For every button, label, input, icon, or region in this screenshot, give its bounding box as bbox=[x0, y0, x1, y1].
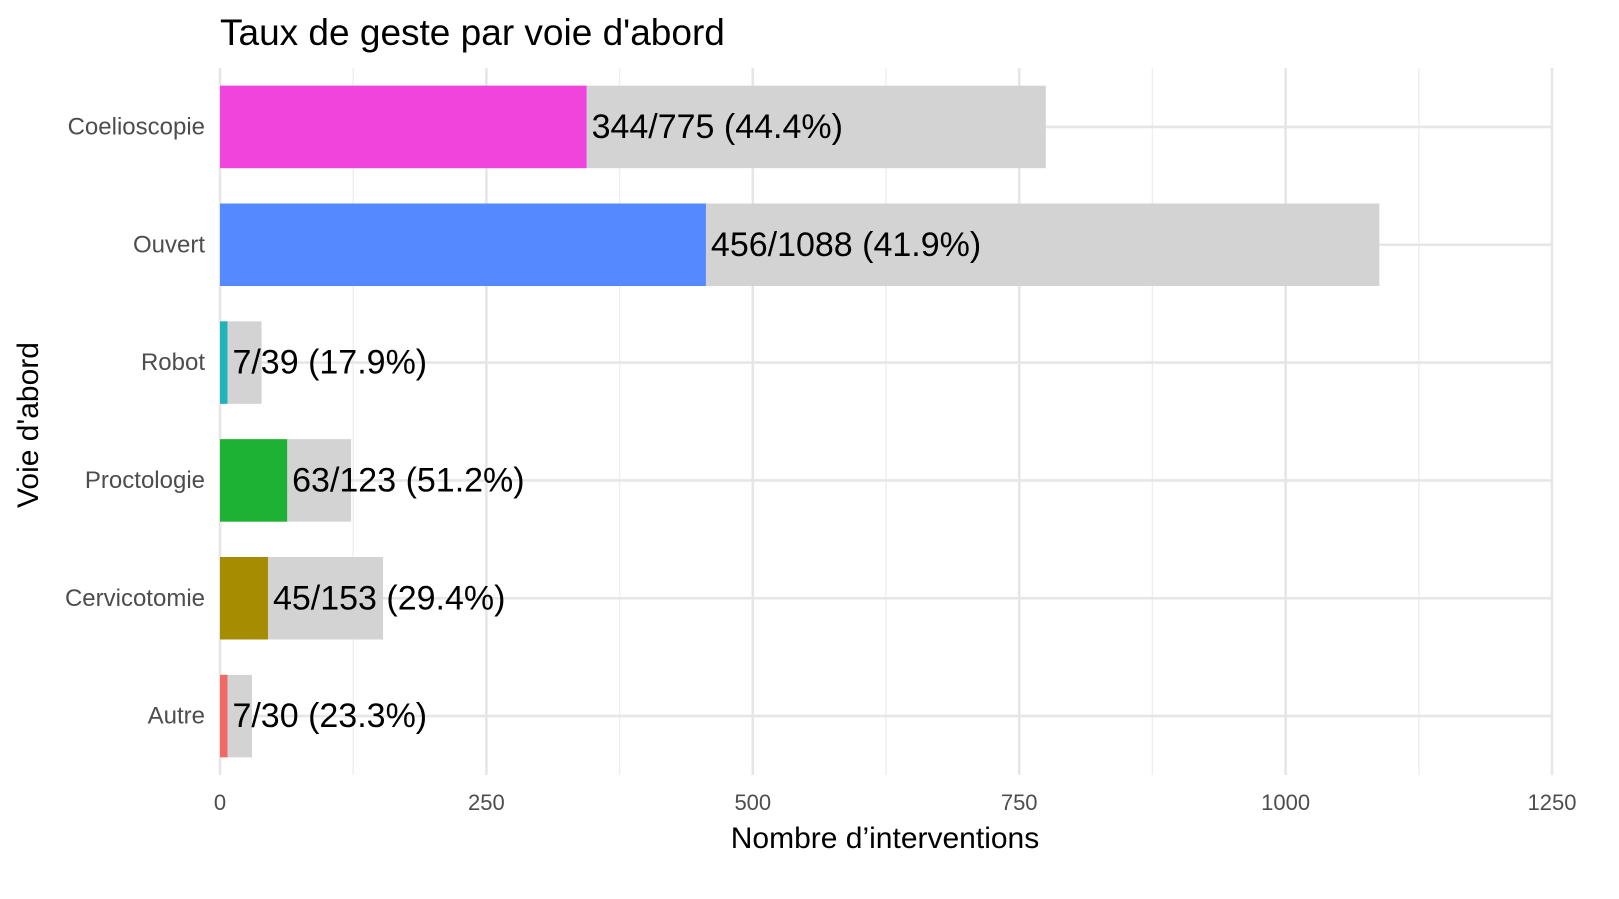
x-tick-label: 750 bbox=[1001, 790, 1038, 815]
x-axis-title: Nombre d’interventions bbox=[731, 822, 1039, 855]
x-tick-labels: 0 250 500 750 1000 1250 bbox=[214, 790, 1577, 815]
x-tick-label: 250 bbox=[468, 790, 505, 815]
category-label: Autre bbox=[148, 703, 205, 730]
grid bbox=[218, 68, 1554, 775]
bar-data-label: 7/39 (17.9%) bbox=[232, 344, 427, 382]
x-tick-label: 0 bbox=[214, 790, 226, 815]
bar-data-label: 7/30 (23.3%) bbox=[232, 697, 427, 735]
bar-data-label: 344/775 (44.4%) bbox=[592, 108, 843, 146]
geste-bar bbox=[220, 557, 268, 640]
category-label: Cervicotomie bbox=[65, 585, 205, 612]
chart-title: Taux de geste par voie d'abord bbox=[220, 12, 725, 53]
bar-data-label: 45/153 (29.4%) bbox=[273, 579, 506, 617]
x-tick-label: 500 bbox=[734, 790, 771, 815]
x-tick-label: 1000 bbox=[1261, 790, 1310, 815]
geste-bar bbox=[220, 439, 288, 522]
bar-data-label: 63/123 (51.2%) bbox=[292, 461, 525, 499]
geste-bar bbox=[220, 85, 587, 169]
geste-bar bbox=[220, 203, 706, 286]
category-label: Proctologie bbox=[85, 467, 205, 494]
geste-bar bbox=[220, 321, 228, 404]
category-label: Robot bbox=[141, 349, 205, 376]
category-label: Ouvert bbox=[133, 231, 205, 258]
x-tick-label: 1250 bbox=[1528, 790, 1577, 815]
bars: 7/30 (23.3%) 45/153 (29.4%) 63/123 (51.2%)… bbox=[220, 85, 1380, 758]
bar-data-label: 456/1088 (41.9%) bbox=[711, 226, 981, 264]
category-labels: Autre Cervicotomie Proctologie Robot Ouvert C… bbox=[65, 113, 205, 729]
geste-bar bbox=[220, 674, 228, 758]
y-axis-title: Voie d'abord bbox=[12, 342, 45, 508]
category-label: Coelioscopie bbox=[68, 113, 205, 140]
